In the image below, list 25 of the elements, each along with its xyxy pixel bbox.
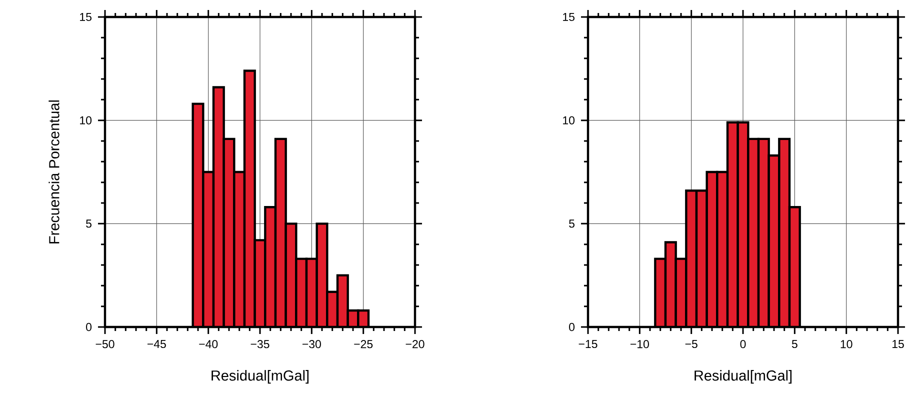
x-tick-label: −15: [578, 340, 598, 348]
x-tick-label: −20: [406, 340, 424, 348]
y-tick-label: 5: [569, 220, 574, 228]
x-tick-label: −30: [302, 340, 321, 348]
y-tick-label: 10: [563, 116, 575, 124]
y-tick-label: 0: [569, 322, 575, 332]
x-tick-label: −40: [199, 340, 218, 348]
y-axis-title: Frecuencia Porcentual: [48, 100, 60, 244]
x-tick-label: −50: [96, 340, 114, 348]
x-tick-label: 10: [840, 340, 852, 348]
x-tick-label: −10: [630, 340, 649, 348]
x-tick-label: 0: [740, 340, 746, 348]
x-axis-title: Residual[mGal]: [694, 370, 792, 384]
x-tick-label: −5: [685, 340, 698, 348]
y-tick-label: 5: [86, 220, 92, 228]
x-tick-label: 5: [792, 340, 798, 348]
x-tick-label: −35: [250, 340, 270, 348]
y-tick-label: 10: [80, 116, 92, 124]
x-tick-label: −25: [354, 340, 373, 348]
y-tick-label: 15: [563, 12, 574, 22]
x-axis-title: Residual[mGal]: [212, 370, 309, 384]
x-tick-label: −45: [147, 340, 166, 348]
x-tick-label: 15: [892, 340, 904, 348]
y-tick-label: 15: [80, 12, 92, 22]
y-tick-label: 0: [86, 322, 92, 332]
